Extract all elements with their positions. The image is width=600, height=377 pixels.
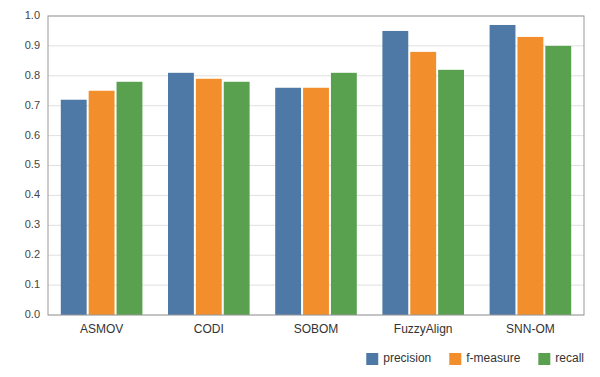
y-tick-label: 1.0 <box>25 9 40 21</box>
bar <box>224 82 250 315</box>
legend-label: precision <box>383 351 431 365</box>
legend: precision f-measure recall <box>366 351 584 365</box>
x-tick-label: ASMOV <box>80 322 123 336</box>
legend-item: precision <box>366 351 431 365</box>
legend-label: f-measure <box>466 351 520 365</box>
y-tick-label: 0.4 <box>25 188 40 200</box>
bar <box>275 88 301 315</box>
chart: 0.0 0.1 0.2 0.3 0.4 0.5 0.6 0.7 0.8 0.9 1.0 ASMOV CO… <box>0 0 600 377</box>
legend-swatch <box>366 353 378 365</box>
x-tick-label: SOBOM <box>294 322 339 336</box>
y-tick-label: 0.7 <box>25 99 40 111</box>
bar <box>89 91 115 315</box>
bar <box>490 25 516 315</box>
bar <box>168 73 194 315</box>
bar <box>410 52 436 315</box>
y-tick-label: 0.5 <box>25 158 40 170</box>
legend-label: recall <box>555 351 584 365</box>
bar <box>438 70 464 315</box>
y-axis: 0.0 0.1 0.2 0.3 0.4 0.5 0.6 0.7 0.8 0.9 1.0 <box>25 9 40 320</box>
y-tick-label: 0.8 <box>25 69 40 81</box>
y-tick-label: 0.3 <box>25 218 40 230</box>
bar <box>382 31 408 315</box>
bar <box>61 100 87 315</box>
y-tick-label: 0.1 <box>25 278 40 290</box>
legend-swatch <box>449 353 461 365</box>
y-tick-label: 0.6 <box>25 129 40 141</box>
bars <box>61 25 571 315</box>
x-axis: ASMOV CODI SOBOM FuzzyAlign SNN-OM <box>80 322 555 336</box>
grid <box>48 16 584 315</box>
legend-swatch <box>538 353 550 365</box>
y-tick-label: 0.9 <box>25 39 40 51</box>
bar <box>196 79 222 315</box>
bar <box>117 82 143 315</box>
legend-item: f-measure <box>449 351 520 365</box>
bar <box>517 37 543 315</box>
legend-item: recall <box>538 351 584 365</box>
x-tick-label: SNN-OM <box>506 322 555 336</box>
bar <box>545 46 571 315</box>
plot-frame <box>48 16 584 315</box>
x-tick-label: CODI <box>194 322 224 336</box>
y-tick-label: 0.2 <box>25 248 40 260</box>
y-tick-label: 0.0 <box>25 308 40 320</box>
bar <box>331 73 357 315</box>
bar <box>303 88 329 315</box>
x-tick-label: FuzzyAlign <box>394 322 453 336</box>
